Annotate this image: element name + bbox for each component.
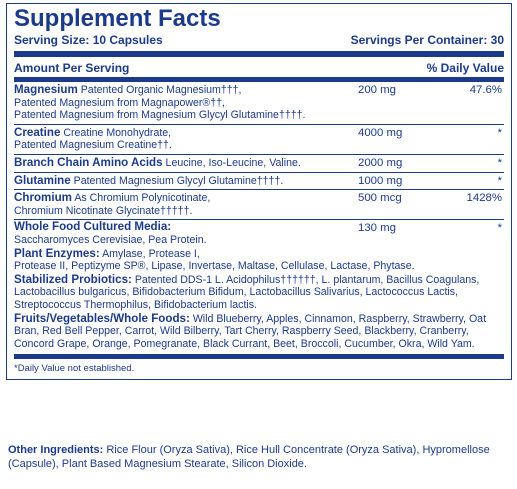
daily-value: *	[497, 222, 502, 235]
ingredient-row: Plant Enzymes: Amylase, Protease I, Prote…	[14, 247, 504, 273]
amount: 2000 mg	[358, 156, 403, 169]
ingredient-desc: Amylase, Protease I,	[102, 247, 200, 260]
daily-value: *	[497, 174, 502, 187]
ingredient-desc: Creatine Monohydrate,	[63, 126, 172, 139]
serving-size: Serving Size: 10 Capsules	[14, 33, 163, 47]
servings-per-container: Servings Per Container: 30	[350, 33, 504, 47]
ingredient-desc: Lactobacillus bulgaricus, Bifidobacteriu…	[14, 286, 458, 299]
other-ingredients-label: Other Ingredients:	[8, 444, 104, 456]
ingredient-desc: Leucine, Iso-Leucine, Valine.	[165, 156, 301, 169]
ingredient-desc: Wild Blueberry, Apples, Cinnamon, Raspbe…	[192, 312, 487, 325]
ingredient-row: Branch Chain Amino Acids Leucine, Iso-Le…	[14, 155, 504, 173]
ingredient-line: Plant Enzymes: Amylase, Protease I,	[14, 246, 504, 261]
ingredient-name: Magnesium	[14, 83, 78, 96]
title: Supplement Facts	[14, 5, 221, 32]
ingredient-line: Chromium As Chromium Polynicotinate,	[14, 191, 504, 205]
ingredient-row: Magnesium Patented Organic Magnesium†††,…	[14, 82, 504, 125]
ingredient-line: Whole Food Cultured Media:	[14, 221, 504, 234]
other-ingredients-text: (Capsule), Plant Based Magnesium Stearat…	[8, 458, 307, 470]
amount: 130 mg	[358, 222, 396, 235]
ingredient-desc: Concord Grape, Orange, Pomegranate, Blac…	[14, 337, 475, 350]
amount: 200 mg	[358, 84, 396, 96]
ingredient-line: Glutamine Patented Magnesium Glycyl Glut…	[14, 173, 504, 188]
ingredient-name: Whole Food Cultured Media:	[14, 220, 172, 234]
ingredient-desc: Chromium Nicotinate Glycinate†††††.	[14, 204, 193, 217]
ingredient-desc: Patented Magnesium Glycyl Glutamine††††.	[73, 174, 284, 187]
ingredient-desc: Patented Magnesium Creatine††.	[14, 139, 172, 152]
ingredient-row: Stabilized Probiotics: Patented DDS-1 L.…	[14, 273, 504, 312]
ingredient-desc: Patented Organic Magnesium†††,	[80, 84, 242, 96]
other-ingredients-text: Rice Flour (Oryza Sativa), Rice Hull Con…	[106, 444, 490, 456]
dv-header: % Daily Value	[426, 61, 504, 75]
footnote: *Daily Value not established.	[14, 363, 135, 375]
ingredient-name: Branch Chain Amino Acids	[14, 155, 163, 169]
column-header: Amount Per Serving % Daily Value	[14, 57, 504, 82]
amount: 4000 mg	[358, 126, 403, 139]
ingredient-desc: Protease II, Peptizyme SP®, Lipase, Inve…	[14, 260, 415, 273]
ingredient-desc: Patented Magnesium from Magnapower®††,	[14, 96, 225, 109]
ingredient-desc: Streptococcus Thermophilus, Bifidobacter…	[14, 298, 257, 311]
ingredient-row: Chromium As Chromium Polynicotinate, Chro…	[14, 190, 504, 221]
ingredient-desc: Saccharomyces Cerevisiae, Pea Protein.	[14, 233, 207, 246]
serving-info: Serving Size: 10 Capsules Servings Per C…	[14, 33, 504, 57]
daily-value: *	[497, 126, 502, 139]
ingredient-row: Whole Food Cultured Media: Saccharomyces …	[14, 220, 504, 246]
ingredient-name: Glutamine	[14, 173, 71, 187]
rows: Magnesium Patented Organic Magnesium†††,…	[14, 82, 504, 221]
ingredient-row: Glutamine Patented Magnesium Glycyl Glut…	[14, 173, 504, 191]
daily-value: 47.6%	[469, 84, 502, 96]
daily-value: 1428%	[466, 192, 502, 205]
blends: Whole Food Cultured Media: Saccharomyces …	[14, 220, 504, 360]
ingredient-desc: As Chromium Polynicotinate,	[74, 192, 211, 205]
ingredient-line: Stabilized Probiotics: Patented DDS-1 L.…	[14, 272, 504, 287]
daily-value: *	[497, 156, 502, 169]
ingredient-desc: Bran, Red Bell Pepper, Carrot, Wild Bilb…	[14, 325, 469, 338]
ingredient-row: Fruits/Vegetables/Whole Foods: Wild Blue…	[14, 312, 504, 351]
ingredient-desc: Patented Magnesium from Magnesium Glycyl…	[14, 109, 306, 122]
other-ingredients: Other Ingredients: Rice Flour (Oryza Sat…	[8, 443, 508, 471]
ingredient-line: Branch Chain Amino Acids Leucine, Iso-Le…	[14, 155, 504, 170]
ingredient-line: Magnesium Patented Organic Magnesium†††,	[14, 83, 504, 97]
amount-header: Amount Per Serving	[14, 61, 130, 75]
ingredient-desc: Patented DDS-1 L. Acidophilus††††††, L. …	[134, 273, 480, 286]
supplement-facts-panel: Supplement Facts Serving Size: 10 Capsul…	[6, 3, 512, 381]
ingredient-line: Fruits/Vegetables/Whole Foods: Wild Blue…	[14, 311, 504, 326]
ingredient-name: Plant Enzymes:	[14, 246, 100, 260]
amount: 1000 mg	[358, 174, 403, 187]
ingredient-row: Creatine Creatine Monohydrate, Patented M…	[14, 125, 504, 155]
ingredient-line: Creatine Creatine Monohydrate,	[14, 125, 504, 140]
ingredient-name: Fruits/Vegetables/Whole Foods:	[14, 311, 190, 325]
amount: 500 mcg	[358, 192, 402, 205]
ingredient-name: Chromium	[14, 191, 72, 205]
ingredient-name: Creatine	[14, 125, 61, 139]
ingredient-name: Stabilized Probiotics:	[14, 272, 132, 286]
